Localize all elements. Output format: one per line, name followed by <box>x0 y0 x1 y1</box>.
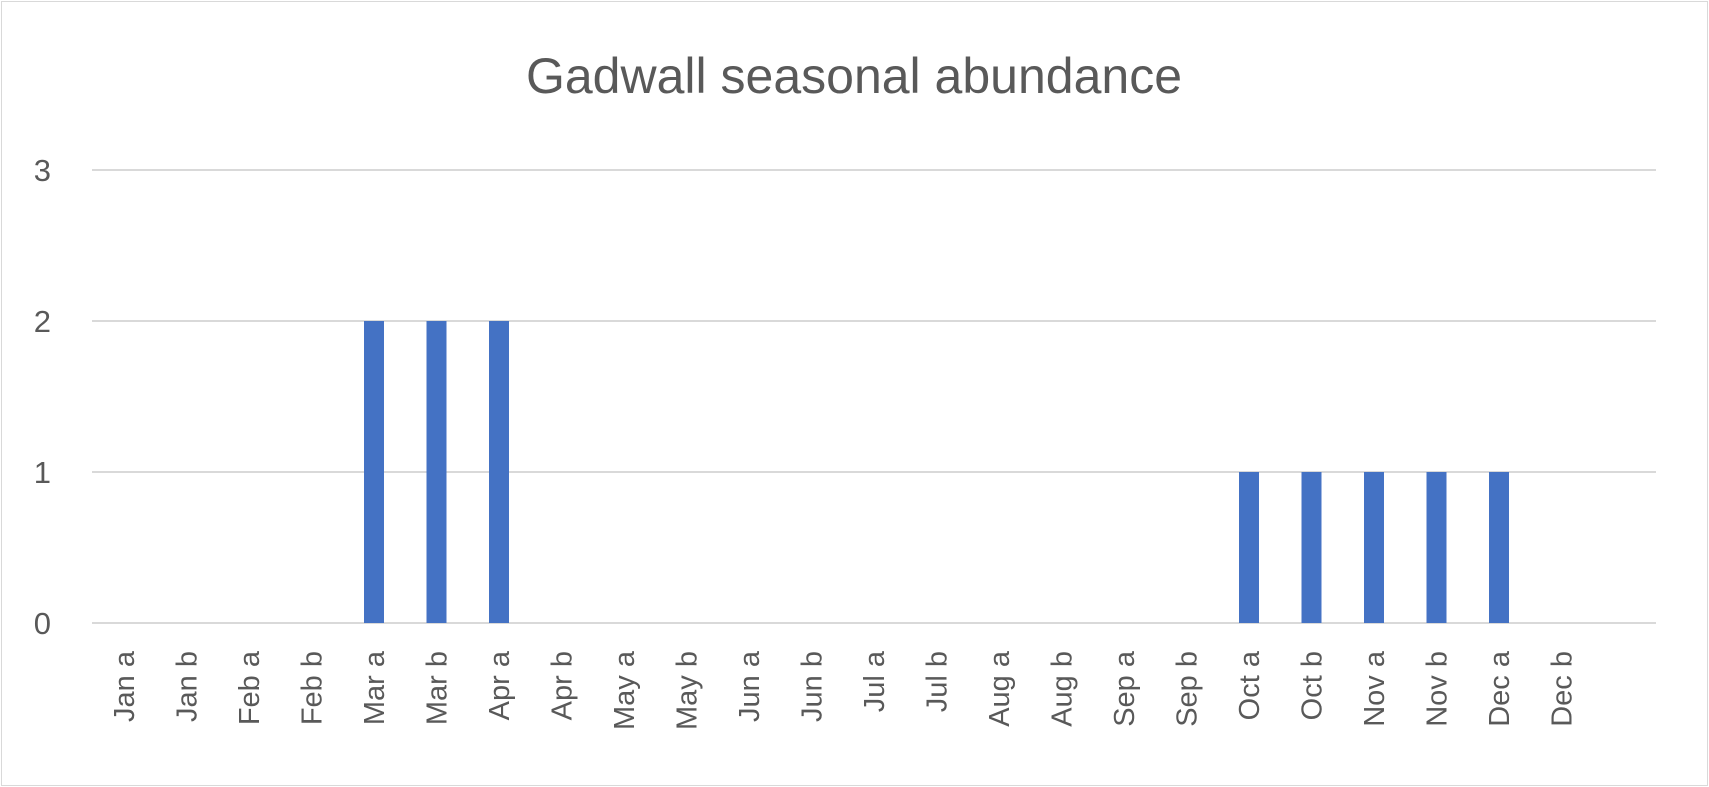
x-tick-label: Nov a <box>1359 650 1391 727</box>
x-tick-label: Jul b <box>922 651 954 712</box>
x-tick-label: May a <box>609 650 641 730</box>
bar <box>364 321 384 623</box>
gridlines <box>92 169 1656 624</box>
x-tick-label: Apr a <box>484 650 516 720</box>
x-tick-label: Feb a <box>234 650 266 725</box>
x-axis-labels: Jan a Jan b Feb a Feb b Mar a Mar b Apr a Apr b… <box>109 650 1579 730</box>
bar <box>1364 472 1384 623</box>
x-tick-label: Nov b <box>1422 651 1454 727</box>
x-tick-label: Apr b <box>547 651 579 720</box>
chart-title: Gadwall seasonal abundance <box>526 48 1182 104</box>
y-tick-label: 2 <box>34 304 51 339</box>
x-tick-label: Dec b <box>1547 651 1579 727</box>
x-tick-label: Jan a <box>109 650 141 722</box>
bar <box>1489 472 1509 623</box>
x-tick-label: Oct a <box>1234 650 1266 720</box>
x-tick-label: Jun a <box>734 650 766 722</box>
x-tick-label: Aug a <box>984 650 1016 727</box>
y-tick-label: 3 <box>34 153 51 188</box>
bar <box>1301 472 1322 623</box>
x-tick-label: Dec a <box>1484 650 1516 727</box>
x-tick-label: May b <box>672 651 704 730</box>
bar <box>1239 472 1259 623</box>
x-tick-label: Jan b <box>172 651 204 722</box>
x-tick-label: Jul a <box>859 650 891 712</box>
y-axis-ticks: 0 1 2 3 <box>34 153 51 641</box>
x-tick-label: Mar b <box>422 651 454 725</box>
bar <box>426 321 447 623</box>
x-tick-label: Jun b <box>797 651 829 722</box>
bars <box>364 321 1509 623</box>
x-tick-label: Sep a <box>1109 650 1141 727</box>
x-tick-label: Mar a <box>359 650 391 725</box>
x-tick-label: Sep b <box>1172 651 1204 727</box>
x-tick-label: Feb b <box>297 651 329 725</box>
y-tick-label: 0 <box>34 606 51 641</box>
x-tick-label: Aug b <box>1047 651 1079 727</box>
x-tick-label: Oct b <box>1297 651 1329 720</box>
y-tick-label: 1 <box>34 455 51 490</box>
bar <box>489 321 509 623</box>
bar <box>1426 472 1447 623</box>
